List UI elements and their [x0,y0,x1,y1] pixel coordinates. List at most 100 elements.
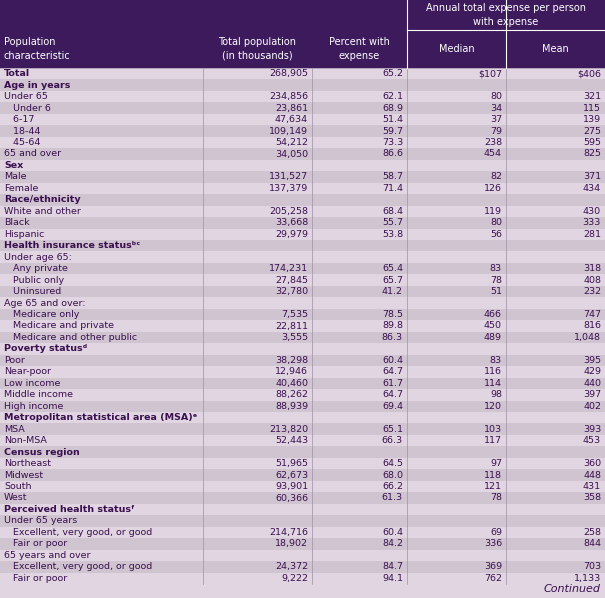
Text: 116: 116 [484,367,502,376]
Text: 61.3: 61.3 [382,493,403,502]
Text: Hispanic: Hispanic [4,230,44,239]
Text: Age in years: Age in years [4,81,70,90]
Text: 80: 80 [490,218,502,227]
Bar [0,114,605,126]
Text: Excellent, very good, or good: Excellent, very good, or good [4,528,152,537]
Bar [0,366,605,377]
Text: Health insurance statusᵇᶜ: Health insurance statusᵇᶜ [4,241,140,250]
Bar [0,538,605,550]
Text: 78: 78 [490,493,502,502]
Bar [0,412,605,423]
Text: 408: 408 [583,276,601,285]
Text: Midwest: Midwest [4,471,43,480]
Text: 431: 431 [583,482,601,491]
Text: 71.4: 71.4 [382,184,403,193]
Text: 64.5: 64.5 [382,459,403,468]
Bar [0,435,605,446]
Bar [0,504,605,515]
Text: 448: 448 [583,471,601,480]
Text: 65 and over: 65 and over [4,150,61,158]
Text: Annual total expense per person
with expense: Annual total expense per person with exp… [426,3,586,27]
Text: 115: 115 [583,103,601,112]
Text: 79: 79 [490,127,502,136]
Text: 60,366: 60,366 [275,493,308,502]
Text: 268,905: 268,905 [269,69,308,78]
Text: 258: 258 [583,528,601,537]
Text: 9,222: 9,222 [281,573,308,583]
Text: 174,231: 174,231 [269,264,308,273]
Text: 56: 56 [490,230,502,239]
Bar [0,160,605,171]
Bar [0,297,605,309]
Text: Female: Female [4,184,38,193]
Bar [0,550,605,561]
Text: 68.0: 68.0 [382,471,403,480]
Text: Poor: Poor [4,356,25,365]
Text: 84.2: 84.2 [382,539,403,548]
Text: 747: 747 [583,310,601,319]
Bar [0,194,605,206]
Text: Total: Total [4,69,30,78]
Text: 6-17: 6-17 [4,115,34,124]
Text: 60.4: 60.4 [382,528,403,537]
Text: 395: 395 [583,356,601,365]
Text: Total population
(in thousands): Total population (in thousands) [218,37,296,61]
Text: 41.2: 41.2 [382,287,403,296]
Bar [0,274,605,286]
Text: 45-64: 45-64 [4,138,41,147]
Text: 333: 333 [583,218,601,227]
Text: 321: 321 [583,92,601,101]
Text: 466: 466 [484,310,502,319]
Text: 450: 450 [484,322,502,331]
Text: 68.4: 68.4 [382,207,403,216]
Text: 54,212: 54,212 [275,138,308,147]
Bar [0,0,605,68]
Bar [0,252,605,263]
Text: Any private: Any private [4,264,68,273]
Bar [0,492,605,504]
Text: 83: 83 [490,356,502,365]
Text: Non-MSA: Non-MSA [4,436,47,445]
Text: 69.4: 69.4 [382,402,403,411]
Text: Population
characteristic: Population characteristic [4,37,71,61]
Bar [0,377,605,389]
Text: 37: 37 [490,115,502,124]
Text: 118: 118 [484,471,502,480]
Text: 281: 281 [583,230,601,239]
Text: West: West [4,493,27,502]
Text: South: South [4,482,31,491]
Bar [0,206,605,217]
Bar [0,137,605,148]
Text: 51: 51 [490,287,502,296]
Text: 60.4: 60.4 [382,356,403,365]
Text: 62.1: 62.1 [382,92,403,101]
Text: 816: 816 [583,322,601,331]
Text: 34,050: 34,050 [275,150,308,158]
Bar [0,148,605,160]
Text: 61.7: 61.7 [382,379,403,388]
Text: Under age 65:: Under age 65: [4,253,72,262]
Text: 397: 397 [583,390,601,399]
Text: 762: 762 [484,573,502,583]
Text: 66.2: 66.2 [382,482,403,491]
Text: Census region: Census region [4,448,80,457]
Text: MSA: MSA [4,425,25,434]
Text: 205,258: 205,258 [269,207,308,216]
Bar [0,182,605,194]
Text: 51,965: 51,965 [275,459,308,468]
Text: 29,979: 29,979 [275,230,308,239]
Text: Fair or poor: Fair or poor [4,539,67,548]
Bar [0,481,605,492]
Bar [0,458,605,469]
Text: 131,527: 131,527 [269,172,308,181]
Text: 23,861: 23,861 [275,103,308,112]
Text: Race/ethnicity: Race/ethnicity [4,196,80,205]
Text: 434: 434 [583,184,601,193]
Text: 78.5: 78.5 [382,310,403,319]
Text: 22,811: 22,811 [275,322,308,331]
Text: 65.7: 65.7 [382,276,403,285]
Text: 318: 318 [583,264,601,273]
Text: Under 6: Under 6 [4,103,51,112]
Text: 117: 117 [484,436,502,445]
Text: 214,716: 214,716 [269,528,308,537]
